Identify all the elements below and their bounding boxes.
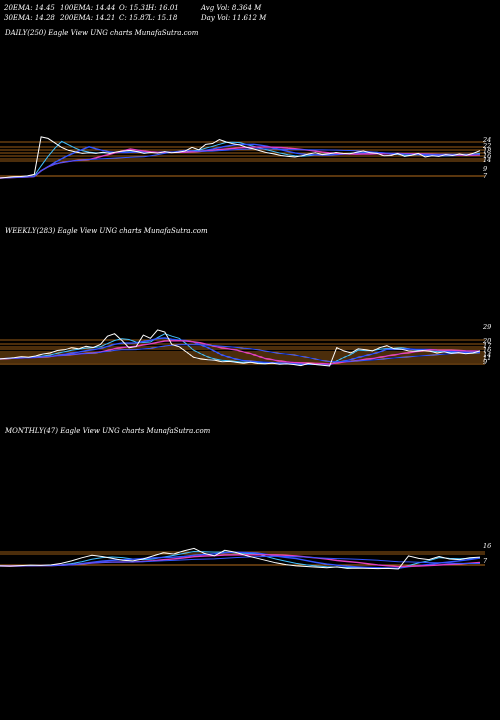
level-label: 14 bbox=[483, 156, 492, 164]
low-readout: L: 15.18 bbox=[148, 14, 178, 22]
moving-average-line bbox=[0, 333, 481, 366]
price-line bbox=[0, 329, 481, 367]
level-label: 20 bbox=[483, 337, 492, 345]
close-readout: C: 15.87 bbox=[119, 14, 149, 22]
level-label: 9 bbox=[483, 358, 488, 366]
ema20-readout: 20EMA: 14.45 bbox=[4, 4, 55, 12]
moving-average-line bbox=[0, 148, 481, 179]
daily-chart bbox=[0, 136, 485, 179]
high-readout: H: 16.01 bbox=[148, 4, 179, 12]
level-label: 24 bbox=[483, 136, 492, 144]
monthly-panel-title: MONTHLY(47) Eagle View UNG charts Munafa… bbox=[5, 427, 211, 435]
ema100-readout: 100EMA: 14.44 bbox=[60, 4, 116, 12]
level-label: 16 bbox=[483, 542, 492, 550]
ema200-readout: 200EMA: 14.21 bbox=[60, 14, 116, 22]
weekly-panel-title: WEEKLY(283) Eagle View UNG charts Munafa… bbox=[5, 227, 208, 235]
moving-average-line bbox=[0, 344, 481, 363]
level-label: 7 bbox=[483, 557, 488, 565]
open-readout: O: 15.31 bbox=[119, 4, 150, 12]
moving-average-line bbox=[0, 146, 481, 179]
avg-vol-readout: Avg Vol: 8.364 M bbox=[201, 4, 262, 12]
price-line bbox=[0, 136, 481, 179]
level-label: 11 bbox=[483, 354, 492, 362]
daily-panel-title: DAILY(250) Eagle View UNG charts MunafaS… bbox=[5, 29, 199, 37]
level-label: 9 bbox=[483, 165, 488, 173]
ema30-readout: 30EMA: 14.28 bbox=[4, 14, 55, 22]
level-label: 18 bbox=[483, 147, 492, 155]
weekly-chart bbox=[0, 329, 485, 367]
day-vol-readout: Day Vol: 11.612 M bbox=[201, 14, 267, 22]
monthly-chart bbox=[0, 547, 485, 570]
level-label: 29 bbox=[483, 323, 492, 331]
level-label: 14 bbox=[483, 351, 492, 359]
level-label: 16 bbox=[483, 346, 492, 354]
level-label: 17 bbox=[483, 342, 492, 350]
level-label: 16 bbox=[483, 152, 492, 160]
moving-average-line bbox=[0, 555, 480, 567]
level-label: 7 bbox=[483, 172, 488, 180]
level-label: 22 bbox=[483, 142, 492, 150]
price-line bbox=[0, 547, 481, 570]
